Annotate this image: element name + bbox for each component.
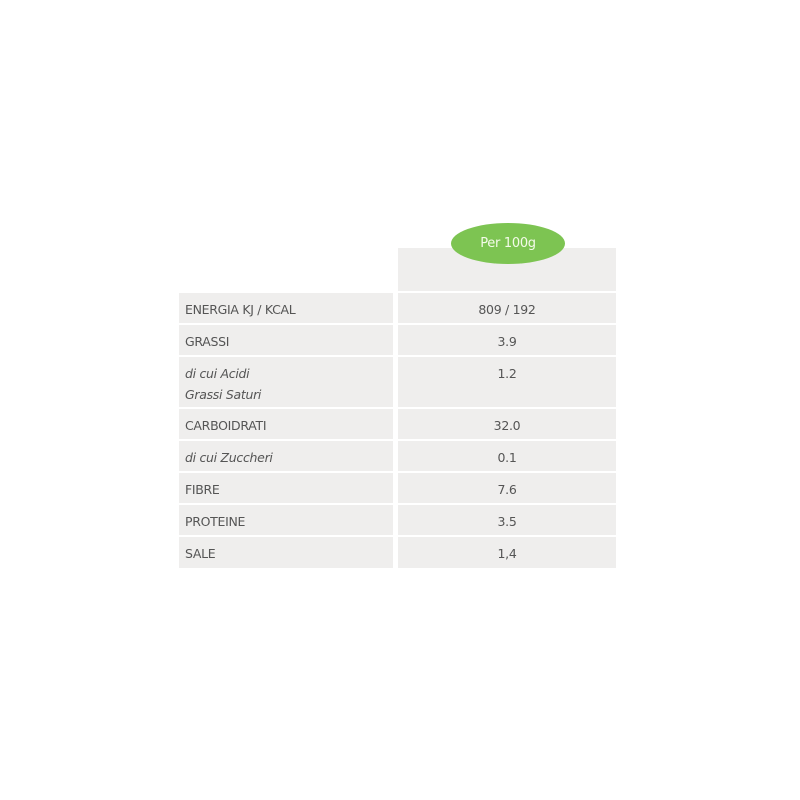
nutrient-label: SALE: [179, 537, 393, 568]
nutrient-label: ENERGIA KJ / KCAL: [179, 293, 393, 323]
nutrient-value: 7.6: [398, 473, 616, 503]
table-row: PROTEINE 3.5: [179, 505, 616, 535]
per-100g-badge: Per 100g: [451, 223, 565, 264]
nutrient-value: 32.0: [398, 409, 616, 439]
table-row: GRASSI 3.9: [179, 325, 616, 355]
nutrient-label: di cui Acidi Grassi Saturi: [179, 357, 393, 407]
nutrient-label: FIBRE: [179, 473, 393, 503]
nutrient-value: 3.9: [398, 325, 616, 355]
nutrient-label: CARBOIDRATI: [179, 409, 393, 439]
nutrient-label-line2: Grassi Saturi: [185, 387, 262, 402]
table-row: SALE 1,4: [179, 537, 616, 568]
nutrient-value: 1.2: [398, 357, 616, 407]
nutrient-label: di cui Zuccheri: [179, 441, 393, 471]
nutrient-label: PROTEINE: [179, 505, 393, 535]
nutrient-label-line1: di cui Acidi: [185, 366, 250, 381]
table-row: CARBOIDRATI 32.0: [179, 409, 616, 439]
table-row: di cui Zuccheri 0.1: [179, 441, 616, 471]
nutrient-value: 3.5: [398, 505, 616, 535]
nutrient-value: 0.1: [398, 441, 616, 471]
table-row: ENERGIA KJ / KCAL 809 / 192: [179, 293, 616, 323]
nutrient-value: 809 / 192: [398, 293, 616, 323]
table-row: di cui Acidi Grassi Saturi 1.2: [179, 357, 616, 407]
nutrient-value: 1,4: [398, 537, 616, 568]
nutrient-label: GRASSI: [179, 325, 393, 355]
table-row: FIBRE 7.6: [179, 473, 616, 503]
